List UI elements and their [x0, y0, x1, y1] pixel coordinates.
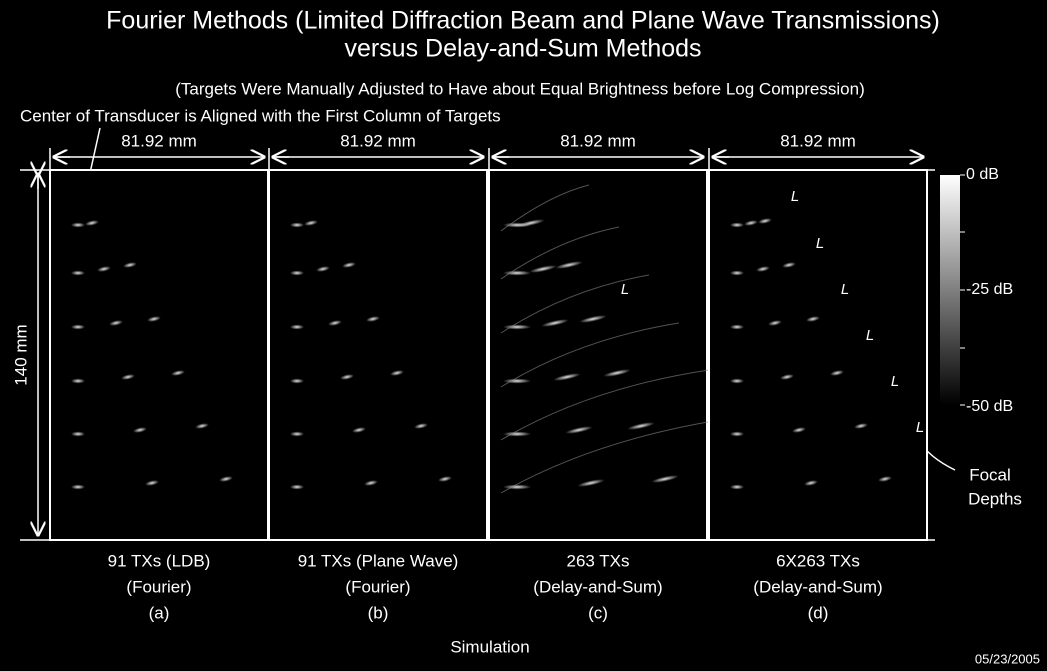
colorbar-label: 0 dB: [966, 166, 999, 183]
target: [290, 271, 304, 276]
target: [71, 271, 85, 276]
focal-marker: L: [916, 419, 924, 436]
width-label: 81.92 mm: [121, 131, 197, 150]
target: [290, 325, 304, 330]
depth-label: 140 mm: [11, 324, 30, 385]
panel-label: (c): [588, 603, 608, 622]
target: [730, 223, 744, 228]
width-label: 81.92 mm: [780, 131, 856, 150]
panel-label: 91 TXs (Plane Wave): [298, 551, 459, 570]
date: 05/23/2005: [975, 651, 1040, 666]
target: [503, 485, 531, 490]
target: [730, 432, 744, 437]
focal-marker: L: [816, 235, 824, 252]
focal-marker: L: [841, 281, 849, 298]
focal-marker: L: [891, 373, 899, 390]
subtitle: (Targets Were Manually Adjusted to Have …: [175, 79, 865, 98]
target: [290, 432, 304, 437]
target: [71, 485, 85, 490]
focal-marker: L: [791, 188, 799, 205]
panel-label: (Fourier): [126, 577, 191, 596]
target: [730, 325, 744, 330]
target: [290, 223, 304, 228]
target: [730, 379, 744, 384]
panel-label: (Delay-and-Sum): [753, 577, 882, 596]
target: [290, 379, 304, 384]
panel-label: (d): [808, 603, 829, 622]
panel-label: (b): [368, 603, 389, 622]
focal-note: Focal: [969, 465, 1011, 484]
target: [71, 325, 85, 330]
colorbar-label: -25 dB: [966, 281, 1013, 298]
target: [71, 432, 85, 437]
colorbar-label: -50 dB: [966, 398, 1013, 415]
panel-label: 263 TXs: [566, 551, 629, 570]
focal-note: Depths: [968, 489, 1022, 508]
target: [71, 223, 85, 228]
title: versus Delay-and-Sum Methods: [344, 35, 701, 63]
caption: Simulation: [450, 637, 529, 656]
target: [730, 485, 744, 490]
note: Center of Transducer is Aligned with the…: [20, 106, 501, 125]
panel-label: 6X263 TXs: [776, 551, 860, 570]
target: [290, 485, 304, 490]
focal-marker: L: [866, 327, 874, 344]
panel-label: (Fourier): [345, 577, 410, 596]
target: [730, 271, 744, 276]
target: [503, 432, 531, 437]
focal-marker: L: [621, 281, 629, 298]
panel-label: 91 TXs (LDB): [108, 551, 211, 570]
width-label: 81.92 mm: [340, 131, 416, 150]
width-label: 81.92 mm: [560, 131, 636, 150]
colorbar: [940, 175, 960, 405]
target: [71, 379, 85, 384]
panel-label: (a): [149, 603, 170, 622]
title: Fourier Methods (Limited Diffraction Bea…: [106, 7, 940, 35]
figure: Fourier Methods (Limited Diffraction Bea…: [0, 0, 1047, 671]
panel-label: (Delay-and-Sum): [533, 577, 662, 596]
